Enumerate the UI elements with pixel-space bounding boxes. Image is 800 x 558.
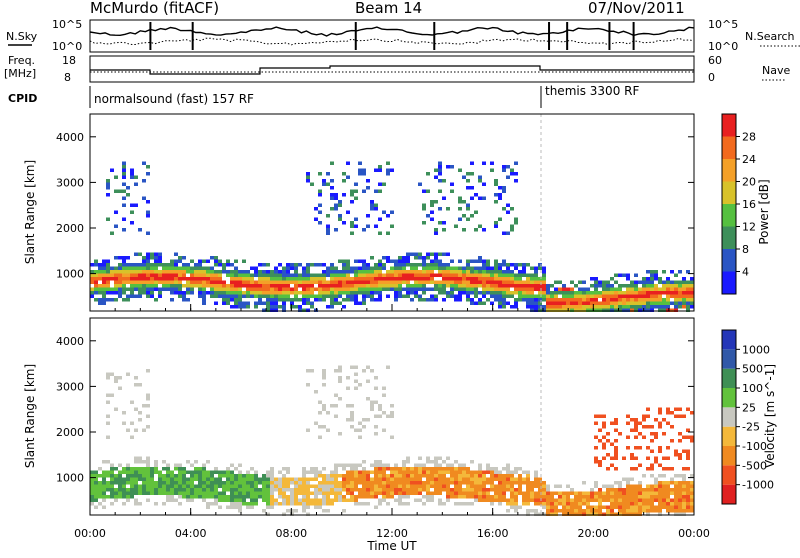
velocity-colorbar-tick-1: 500 [742, 363, 763, 376]
power-colorbar-tick-6: 28 [742, 131, 756, 144]
cpid-segment-2: themis 3300 RF [545, 84, 639, 98]
velocity-colorbar-tick-6: -500 [742, 459, 767, 472]
x-tick-6: 00:00 [678, 527, 710, 540]
power-colorbar-label: Power [dB] [757, 179, 771, 244]
velocity-ytick-2: 3000 [56, 380, 84, 393]
cpid-strip: CPID normalsound (fast) 157 RF themis 33… [8, 84, 639, 108]
power-colorbar-tick-2: 12 [742, 221, 756, 234]
velocity-heatmap [90, 365, 694, 516]
x-axis-label: Time UT [366, 539, 417, 553]
freq-label: Freq. [8, 54, 35, 67]
velocity-ytick-1: 2000 [56, 426, 84, 439]
velocity-colorbar-tick-2: 100 [742, 382, 763, 395]
beam-title: Beam 14 [355, 0, 422, 17]
velocity-colorbar-swatch [722, 330, 736, 350]
nave-label: Nave [762, 64, 790, 77]
nsearch-tick-bottom: 10^0 [708, 40, 738, 53]
nsky-label: N.Sky [6, 30, 38, 43]
power-colorbar-swatch [722, 159, 736, 182]
x-tick-4: 16:00 [477, 527, 509, 540]
power-colorbar-swatch [722, 114, 736, 137]
power-colorbar-swatch [722, 271, 736, 294]
freq-tick-top: 18 [62, 54, 76, 67]
freq-tick-bottom: 8 [64, 71, 71, 84]
velocity-colorbar-swatch [722, 388, 736, 408]
velocity-colorbar-swatch [722, 349, 736, 369]
velocity-colorbar-tick-5: -100 [742, 440, 767, 453]
velocity-colorbar: 1000 500 100 25 -25 -100 -500 -1000 [721, 329, 774, 505]
power-colorbar-swatch [722, 204, 736, 227]
velocity-colorbar-swatch [722, 407, 736, 427]
power-colorbar-swatch [722, 136, 736, 159]
x-tick-5: 20:00 [577, 527, 609, 540]
velocity-colorbar-tick-7: -1000 [742, 479, 774, 492]
x-tick-1: 04:00 [175, 527, 207, 540]
power-heatmap [90, 161, 694, 312]
power-ytick-3: 4000 [56, 131, 84, 144]
velocity-panel: 1000 2000 3000 4000 Slant Range [km] 1000 50… [23, 317, 777, 516]
power-colorbar-tick-3: 16 [742, 198, 756, 211]
power-colorbar-swatch [722, 249, 736, 272]
nave-tick-top: 60 [708, 54, 722, 67]
power-ylabel: Slant Range [km] [23, 160, 37, 264]
velocity-colorbar-label: Velocity [m s^-1] [763, 364, 777, 468]
power-colorbar-swatch [722, 226, 736, 249]
velocity-ytick-3: 4000 [56, 335, 84, 348]
velocity-colorbar-swatch [722, 368, 736, 388]
power-colorbar-tick-5: 24 [742, 153, 756, 166]
power-ytick-2: 3000 [56, 176, 84, 189]
nsearch-label: N.Search [745, 30, 795, 43]
cpid-label: CPID [8, 92, 37, 105]
velocity-colorbar-swatch [722, 426, 736, 446]
velocity-ylabel: Slant Range [km] [23, 364, 37, 468]
nave-tick-bottom: 0 [708, 71, 715, 84]
velocity-colorbar-swatch [722, 484, 736, 504]
power-panel: 1000 2000 3000 4000 Slant Range [km] 4 8 12 16… [23, 113, 771, 312]
power-colorbar: 4 8 12 16 20 24 28 [721, 113, 756, 295]
date-title: 07/Nov/2011 [588, 0, 685, 17]
x-tick-2: 08:00 [275, 527, 307, 540]
velocity-ytick-0: 1000 [56, 472, 84, 485]
velocity-colorbar-tick-0: 1000 [742, 343, 770, 356]
cpid-segment-1: normalsound (fast) 157 RF [94, 92, 254, 106]
power-ytick-0: 1000 [56, 268, 84, 281]
nsearch-tick-top: 10^5 [708, 18, 738, 31]
freq-panel: Freq. [MHz] 18 8 Nave 60 0 [4, 54, 790, 84]
power-ytick-1: 2000 [56, 222, 84, 235]
velocity-colorbar-swatch [722, 446, 736, 466]
velocity-colorbar-swatch [722, 465, 736, 485]
x-axis: 00:00 04:00 08:00 12:00 16:00 20:00 00:00 [74, 304, 710, 540]
velocity-colorbar-tick-4: -25 [742, 421, 760, 434]
nsky-tick-top: 10^5 [52, 18, 82, 31]
power-colorbar-tick-4: 20 [742, 176, 756, 189]
velocity-colorbar-tick-3: 25 [742, 401, 756, 414]
power-colorbar-swatch [722, 181, 736, 204]
power-colorbar-tick-1: 8 [742, 243, 749, 256]
power-colorbar-tick-0: 4 [742, 266, 749, 279]
noise-panel: N.Sky 10^5 10^0 N.Search 10^5 10^0 [6, 18, 800, 53]
nsky-tick-bottom: 10^0 [52, 40, 82, 53]
x-tick-3: 12:00 [376, 527, 408, 540]
station-title: McMurdo (fitACF) [90, 0, 219, 17]
freq-unit-label: [MHz] [4, 67, 36, 80]
x-tick-0: 00:00 [74, 527, 106, 540]
